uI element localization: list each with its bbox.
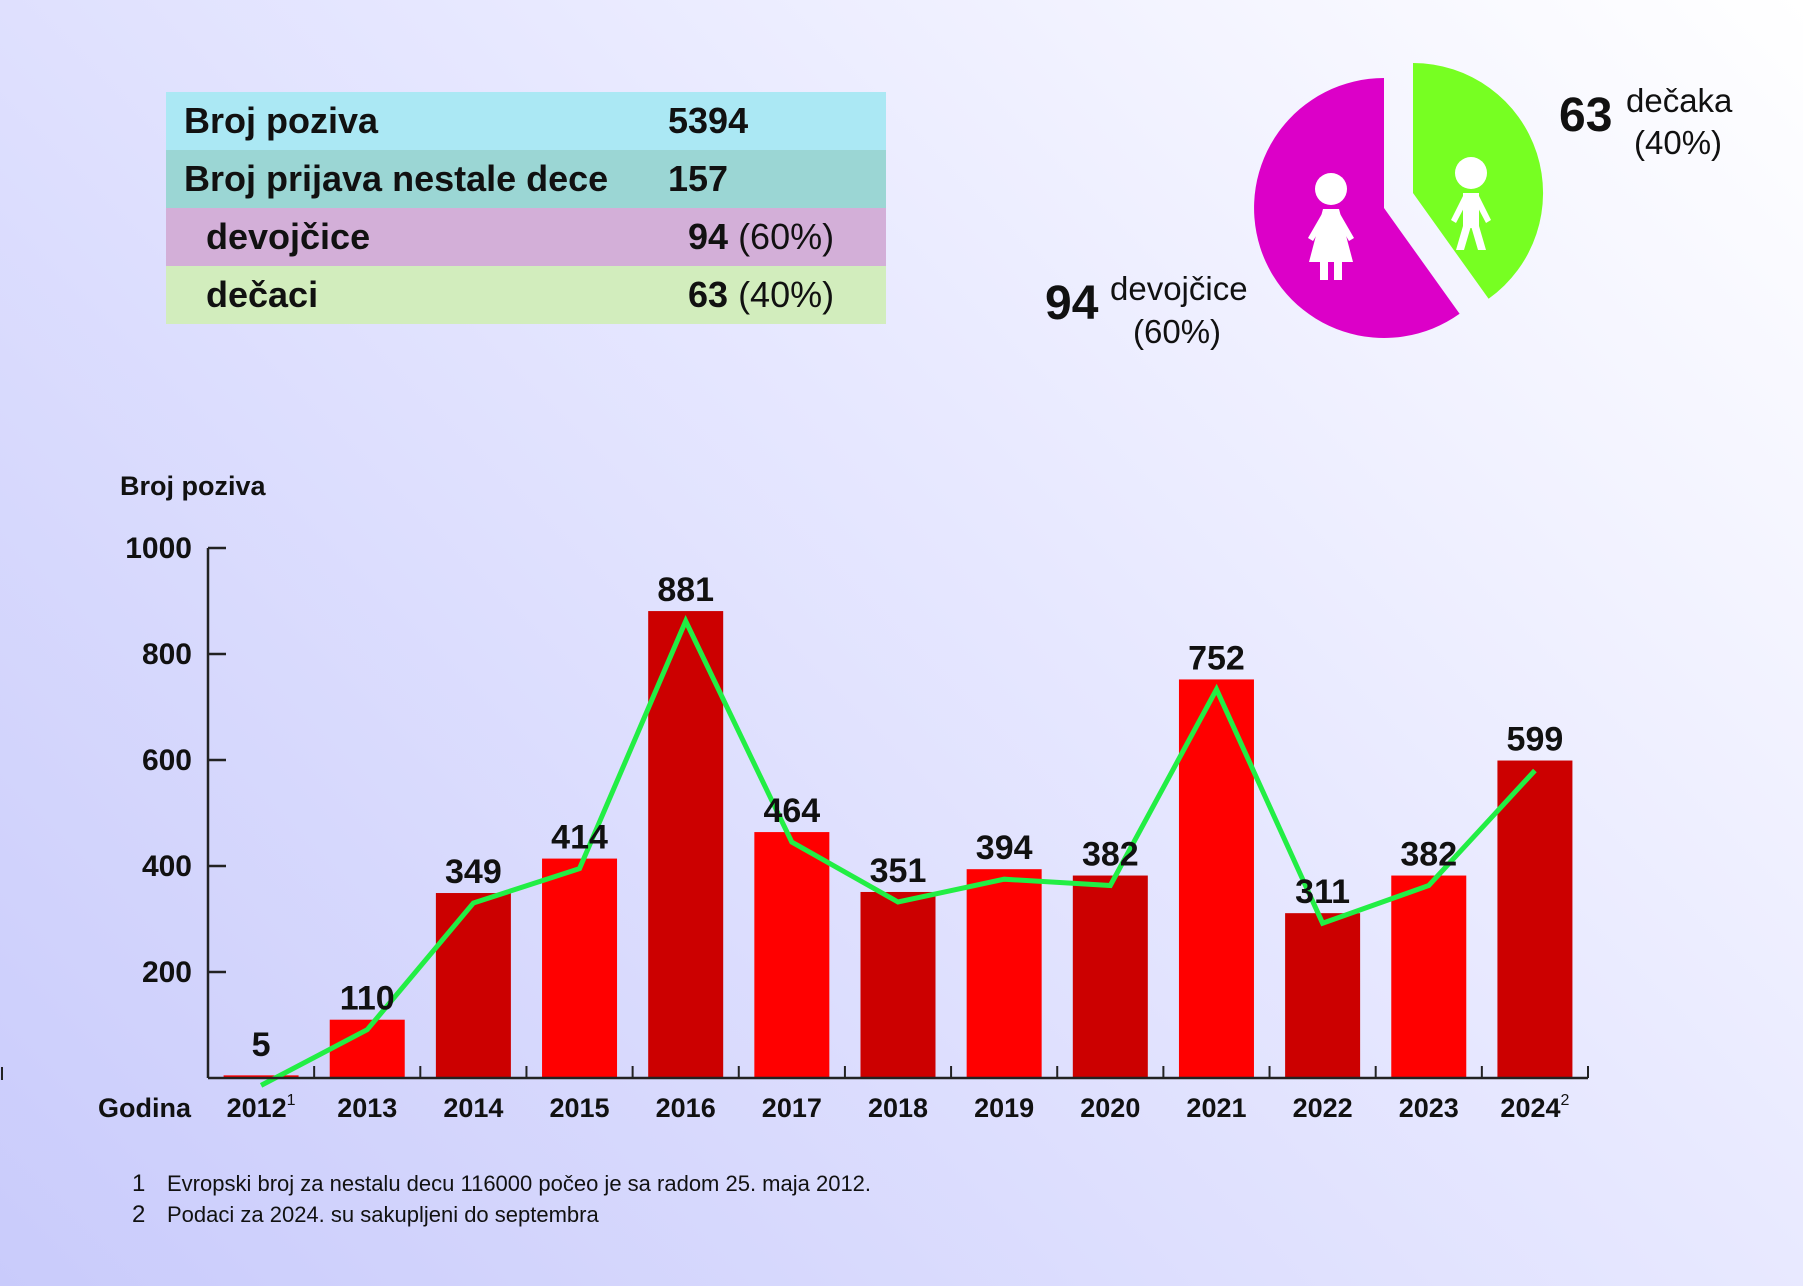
x-tick-label: 2019 [974,1093,1034,1123]
x-tick-label: 2018 [868,1093,928,1123]
y-axis-title: Broj poziva [120,471,267,501]
y-tick-label: 800 [142,638,192,671]
x-tick-label: 2021 [1186,1093,1246,1123]
stats-row-calls: Broj poziva 5394 [166,92,886,150]
girl-icon [1308,173,1354,280]
bar [1497,760,1573,1078]
y-tick-label: 400 [142,850,192,883]
bar-value-label: 382 [1400,836,1457,874]
bar-value-label: 464 [763,792,820,830]
bar-series [223,611,1573,1078]
x-tick-label: 2014 [443,1093,503,1123]
y-tick-label: 600 [142,744,192,777]
bar [435,893,511,1078]
stats-value: 157 [668,150,886,208]
gender-pie-chart [1254,62,1544,338]
bar [860,891,936,1078]
stats-value: 94 (60%) [668,208,886,266]
y-tick-label: 200 [142,956,192,989]
pie-girls-label: devojčice [1110,270,1248,307]
x-tick-label: 2020 [1080,1093,1140,1123]
pie-boys-percent: (40%) [1634,124,1723,161]
bar-value-label: 349 [445,853,502,891]
bar [754,832,830,1078]
stats-row-boys: dečaci 63 (40%) [166,266,886,324]
y-tick-label: 1000 [125,532,192,565]
bar-value-label: 881 [657,571,714,609]
footnote-1: 1 Evropski broj za nestalu decu 116000 p… [132,1168,871,1199]
footnotes: 1 Evropski broj za nestalu decu 116000 p… [132,1168,871,1230]
bar [966,869,1042,1078]
bar-value-label: 414 [551,819,608,857]
x-tick-label: 2023 [1399,1093,1459,1123]
x-tick-label: 20242 [1500,1092,1569,1123]
stats-value: 63 (40%) [668,266,886,324]
x-tick-label: 2016 [656,1093,716,1123]
stats-percent: (60%) [738,216,835,257]
footnote-number: 1 [132,1169,146,1197]
bar [1391,875,1467,1078]
stats-row-missing-reports: Broj prijava nestale dece 157 [166,150,886,208]
footnote-number: 2 [132,1200,146,1228]
y-axis-ticks: 200 400 600 800 1000 [125,532,1589,1078]
pie-girls-number: 94 [1045,277,1099,330]
x-axis-labels: 20121 2013 2014 2015 2016 2017 2018 2019 2020 202… [227,1092,1570,1123]
bar [1072,875,1148,1078]
bar-value-label: 382 [1082,836,1139,874]
footnote-text: Evropski broj za nestalu decu 116000 poč… [167,1170,872,1196]
x-tick-label: 20121 [227,1092,296,1123]
stats-label: dečaci [166,266,668,324]
pie-boys-number: 63 [1559,89,1613,142]
pie-label-boys: 63 dečaka (40%) [1559,84,1732,159]
stats-label: devojčice [166,208,668,266]
footnote-2: 2 Podaci za 2024. su sakupljeni do septe… [132,1199,871,1230]
stats-label: Broj poziva [166,92,668,150]
bar-value-label: 311 [1295,873,1350,911]
stats-percent: (40%) [738,274,835,315]
bar [223,1075,299,1078]
bar-value-label: 351 [870,852,927,890]
x-axis-title: Godina [98,1093,192,1123]
x-tick-label: 2017 [762,1093,822,1123]
stats-value: 5394 [668,92,886,150]
stats-row-girls: devojčice 94 (60%) [166,208,886,266]
bar-value-label: 110 [340,980,395,1018]
data-labels: 5 110 349 414 881 464 351 394 382 752 311 382 599 [252,571,1564,1064]
bar-value-label: 5 [252,1026,271,1064]
pie-slice-girls [1254,78,1460,338]
x-tick-label: 2022 [1293,1093,1353,1123]
bar-value-label: 599 [1507,721,1564,759]
boy-icon [1451,157,1491,250]
bar [1285,913,1361,1078]
stats-label: Broj prijava nestale dece [166,150,668,208]
pie-boys-label: dečaka [1626,82,1733,119]
footnote-text: Podaci za 2024. su sakupljeni do septemb… [167,1201,599,1227]
pie-girls-percent: (60%) [1133,313,1222,350]
bar [542,858,618,1078]
x-tick-label: 2015 [549,1093,609,1123]
pie-label-girls: 94 devojčice (60%) [1045,272,1248,348]
bar-value-label: 752 [1188,639,1245,677]
x-tick-label: 2013 [337,1093,397,1123]
calls-bar-chart: 200 400 600 800 1000 5 110 349 414 881 464 351 394 3… [1,471,1589,1123]
bar [648,611,724,1078]
stats-table: Broj poziva 5394 Broj prijava nestale de… [166,92,886,324]
trend-line [259,615,1537,1088]
bar-value-label: 394 [976,829,1033,867]
